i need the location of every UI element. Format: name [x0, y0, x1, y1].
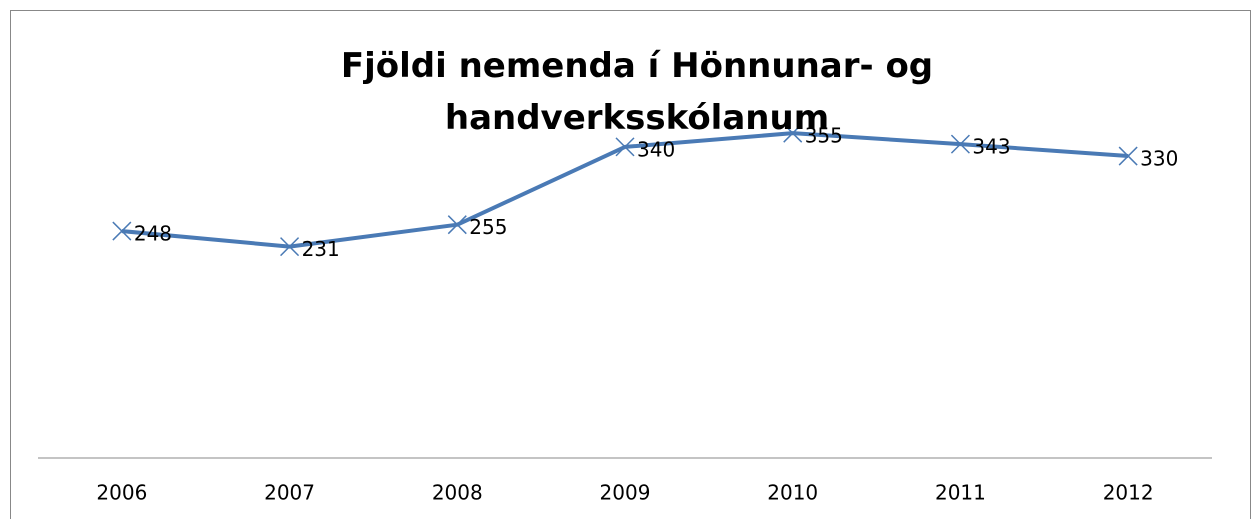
marker [783, 123, 803, 143]
marker [950, 134, 970, 154]
x-tick-label: 2008 [432, 481, 483, 505]
marker [112, 221, 132, 241]
x-tick-label: 2010 [767, 481, 818, 505]
x-tick-label: 2006 [96, 481, 147, 505]
x-tick-label: 2012 [1103, 481, 1154, 505]
chart-border [10, 10, 1251, 519]
x-tick-label: 2007 [264, 481, 315, 505]
chart-title: Fjöldi nemenda í Hönnunar- og handverkss… [340, 46, 934, 138]
data-label: 330 [1140, 147, 1178, 171]
marker [1118, 146, 1138, 166]
data-label: 231 [302, 237, 340, 261]
marker [615, 137, 635, 157]
marker [447, 215, 467, 235]
data-label: 343 [972, 135, 1010, 159]
data-label: 248 [134, 222, 172, 246]
x-tick-label: 2011 [935, 481, 986, 505]
data-label: 355 [805, 124, 843, 148]
data-label: 255 [469, 215, 507, 239]
marker [280, 237, 300, 257]
x-tick-label: 2009 [600, 481, 651, 505]
data-label: 340 [637, 137, 675, 161]
